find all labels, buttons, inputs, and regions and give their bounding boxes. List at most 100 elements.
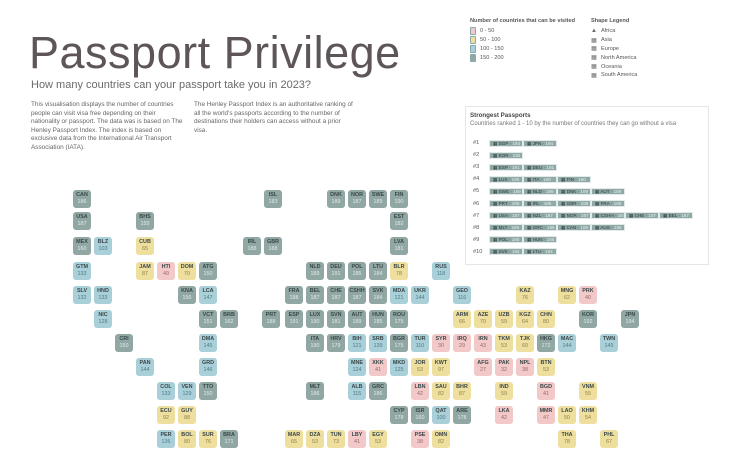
- country-tile-isr[interactable]: ISR 160: [411, 406, 429, 424]
- country-tile-tkm[interactable]: TKM 53: [495, 334, 513, 352]
- country-tile-mda[interactable]: MDA 121: [390, 286, 408, 304]
- ranked-passport-bar[interactable]: ▦ FRA · 188: [591, 200, 625, 207]
- country-tile-vct[interactable]: VCT 151: [199, 310, 217, 328]
- ranked-passport-bar[interactable]: ▦ FIN · 190: [557, 175, 591, 183]
- country-tile-kgz[interactable]: KGZ 64: [516, 310, 534, 328]
- country-tile-deu[interactable]: DEU 191: [327, 262, 345, 280]
- ranked-passport-bar[interactable]: ▦ CHE · 187: [625, 212, 659, 220]
- country-tile-dza[interactable]: DZA 53: [306, 430, 324, 448]
- country-tile-ltu[interactable]: LTU 184: [369, 262, 387, 280]
- country-tile-kor[interactable]: KOR 192: [579, 310, 597, 328]
- country-tile-mne[interactable]: MNE 124: [348, 358, 366, 376]
- country-tile-vnm[interactable]: VNM 55: [579, 382, 597, 400]
- country-tile-prt[interactable]: PRT 188: [262, 310, 280, 328]
- country-tile-syr[interactable]: SYR 30: [432, 334, 450, 352]
- country-tile-alb[interactable]: ALB 115: [348, 382, 366, 400]
- country-tile-lva[interactable]: LVA 181: [390, 237, 408, 255]
- ranked-passport-bar[interactable]: ▦ BEL · 187: [659, 212, 693, 220]
- ranked-passport-bar[interactable]: ▦ SVK · 184: [489, 248, 523, 256]
- ranked-passport-bar[interactable]: ▦ AUS · 186: [591, 224, 625, 232]
- country-tile-tjk[interactable]: TJK 60: [516, 334, 534, 352]
- country-tile-ven[interactable]: VEN 129: [178, 382, 196, 400]
- country-tile-nic[interactable]: NIC 128: [94, 310, 112, 328]
- country-tile-qat[interactable]: QAT 100: [432, 406, 450, 424]
- ranked-passport-bar[interactable]: ▦ USA · 187: [489, 212, 523, 220]
- country-tile-mar[interactable]: MAR 65: [285, 430, 303, 448]
- country-tile-prk[interactable]: PRK 40: [579, 286, 597, 304]
- country-tile-bel[interactable]: BEL 187: [306, 286, 324, 304]
- ranked-passport-bar[interactable]: ▦ KOR · 192: [489, 151, 523, 159]
- ranked-passport-bar[interactable]: ▦ HUN · 185: [523, 236, 557, 244]
- country-tile-twn[interactable]: TWN 145: [600, 334, 618, 352]
- ranked-passport-bar[interactable]: ▦ ITA · 190: [523, 175, 557, 183]
- country-tile-nor[interactable]: NOR 187: [348, 190, 366, 208]
- ranked-passport-bar[interactable]: ▦ CSHH · 187: [591, 212, 625, 220]
- country-tile-geo[interactable]: GEO 116: [453, 286, 471, 304]
- country-tile-mac[interactable]: MAC 144: [558, 334, 576, 352]
- country-tile-uzb[interactable]: UZB 59: [495, 310, 513, 328]
- country-tile-tto[interactable]: TTO 150: [199, 382, 217, 400]
- country-tile-ecu[interactable]: ECU 92: [157, 406, 175, 424]
- country-tile-slv[interactable]: SLV 132: [73, 286, 91, 304]
- country-tile-fra[interactable]: FRA 188: [285, 286, 303, 304]
- country-tile-gtm[interactable]: GTM 133: [73, 262, 91, 280]
- country-tile-est[interactable]: EST 182: [390, 212, 408, 230]
- country-tile-ukr[interactable]: UKR 144: [411, 286, 429, 304]
- ranked-passport-bar[interactable]: ▦ LTU · 184: [523, 248, 557, 256]
- country-tile-irl[interactable]: IRL 188: [243, 237, 261, 255]
- country-tile-pan[interactable]: PAN 144: [136, 358, 154, 376]
- country-tile-bhs[interactable]: BHS 155: [136, 212, 154, 230]
- country-tile-bgr[interactable]: BGR 175: [390, 334, 408, 352]
- country-tile-sau[interactable]: SAU 82: [432, 382, 450, 400]
- ranked-passport-bar[interactable]: ▦ GBR · 188: [557, 200, 591, 207]
- country-tile-svn[interactable]: SVN 181: [327, 310, 345, 328]
- country-tile-usa[interactable]: USA 187: [73, 212, 91, 230]
- country-tile-col[interactable]: COL 133: [157, 382, 175, 400]
- country-tile-hti[interactable]: HTI 49: [157, 262, 175, 280]
- country-tile-egy[interactable]: EGY 53: [369, 430, 387, 448]
- country-tile-bhr[interactable]: BHR 87: [453, 382, 471, 400]
- country-tile-nld[interactable]: NLD 189: [306, 262, 324, 280]
- country-tile-mex[interactable]: MEX 160: [73, 237, 91, 255]
- country-tile-mmr[interactable]: MMR 47: [537, 406, 555, 424]
- country-tile-lbn[interactable]: LBN 42: [411, 382, 429, 400]
- ranked-passport-bar[interactable]: ▦ JPN · 194: [523, 139, 557, 147]
- country-tile-arm[interactable]: ARM 66: [453, 310, 471, 328]
- country-tile-per[interactable]: PER 136: [157, 430, 175, 448]
- country-tile-tha[interactable]: THA 78: [558, 430, 576, 448]
- country-tile-jam[interactable]: JAM 87: [136, 262, 154, 280]
- country-tile-srb[interactable]: SRB 139: [369, 334, 387, 352]
- country-tile-cri[interactable]: CRI 150: [115, 334, 133, 352]
- country-tile-bih[interactable]: BIH 121: [348, 334, 366, 352]
- country-tile-svk[interactable]: SVK 184: [369, 286, 387, 304]
- country-tile-npl[interactable]: NPL 38: [516, 358, 534, 376]
- country-tile-mlt[interactable]: MLT 186: [306, 382, 324, 400]
- country-tile-blz[interactable]: BLZ 103: [94, 237, 112, 255]
- country-tile-ind[interactable]: IND 59: [495, 382, 513, 400]
- ranked-passport-bar[interactable]: ▦ POL · 185: [489, 236, 523, 244]
- country-tile-isl[interactable]: ISL 183: [264, 190, 282, 208]
- country-tile-hrv[interactable]: HRV 179: [327, 334, 345, 352]
- ranked-passport-bar[interactable]: ▦ LUX · 190: [489, 175, 523, 183]
- ranked-passport-bar[interactable]: ▦ NZL · 187: [523, 212, 557, 220]
- country-tile-guy[interactable]: GUY 88: [178, 406, 196, 424]
- ranked-passport-bar[interactable]: ▦ PRT · 188: [489, 200, 523, 207]
- ranked-passport-bar[interactable]: ▦ DEU · 191: [523, 163, 557, 171]
- country-tile-grc[interactable]: GRC 186: [369, 382, 387, 400]
- ranked-passport-bar[interactable]: ▦ MLT · 186: [489, 224, 523, 232]
- country-tile-are[interactable]: ARE 178: [453, 406, 471, 424]
- country-tile-atg[interactable]: ATG 150: [199, 262, 217, 280]
- country-tile-kna[interactable]: KNA 156: [178, 286, 196, 304]
- country-tile-chn[interactable]: CHN 80: [537, 310, 555, 328]
- country-tile-khm[interactable]: KHM 54: [579, 406, 597, 424]
- country-tile-lka[interactable]: LKA 42: [495, 406, 513, 424]
- country-tile-swe[interactable]: SWE 189: [369, 190, 387, 208]
- country-tile-hnd[interactable]: HND 133: [94, 286, 112, 304]
- country-tile-aze[interactable]: AZE 70: [474, 310, 492, 328]
- country-tile-blr[interactable]: BLR 78: [390, 262, 408, 280]
- country-tile-hun[interactable]: HUN 185: [369, 310, 387, 328]
- ranked-passport-bar[interactable]: ▦ AUT · 189: [591, 187, 625, 195]
- country-tile-brb[interactable]: BRB 162: [220, 310, 238, 328]
- country-tile-che[interactable]: CHE 187: [327, 286, 345, 304]
- country-tile-tun[interactable]: TUN 73: [327, 430, 345, 448]
